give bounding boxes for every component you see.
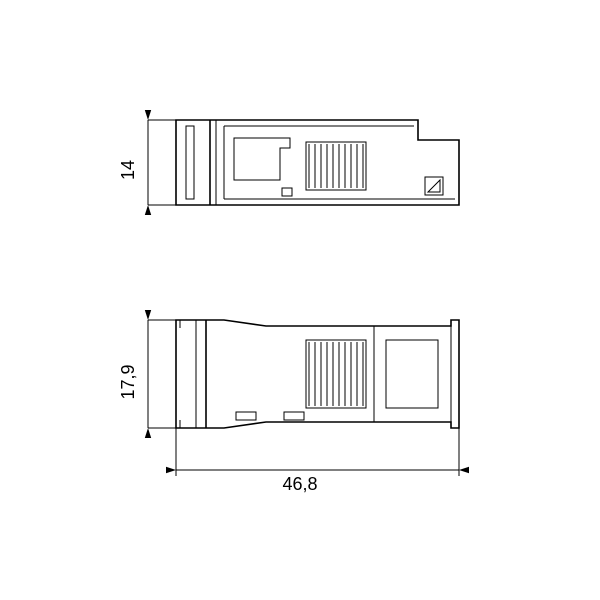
side-view: [176, 320, 459, 428]
engineering-drawing: 14 17,9 46,8: [0, 0, 600, 600]
top-view: [176, 120, 459, 205]
dim-length: 46,8: [282, 474, 317, 494]
dimensions: 14 17,9 46,8: [118, 110, 469, 494]
dim-height-side: 17,9: [118, 364, 138, 399]
dim-height-top: 14: [118, 160, 138, 180]
